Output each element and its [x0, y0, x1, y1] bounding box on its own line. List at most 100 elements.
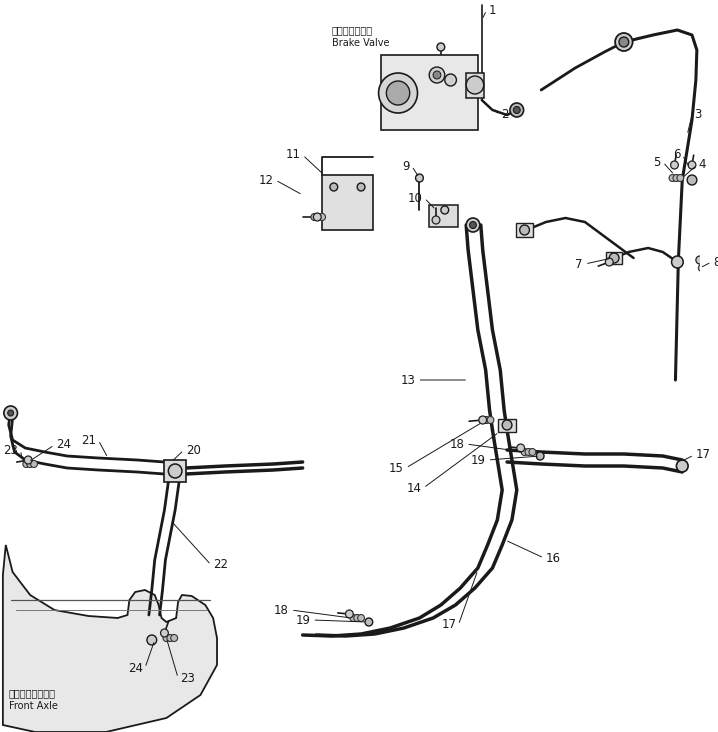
Circle shape: [357, 183, 365, 191]
Text: 22: 22: [213, 559, 228, 572]
Circle shape: [441, 206, 449, 214]
Text: 23: 23: [180, 671, 195, 684]
Text: 16: 16: [546, 551, 561, 564]
Circle shape: [529, 449, 536, 455]
Circle shape: [525, 449, 532, 455]
Circle shape: [161, 629, 168, 637]
Circle shape: [513, 106, 521, 113]
Circle shape: [517, 444, 525, 452]
Circle shape: [345, 610, 353, 618]
Circle shape: [520, 225, 529, 235]
Circle shape: [313, 213, 321, 221]
Text: 24: 24: [128, 662, 143, 674]
Circle shape: [699, 264, 705, 272]
Circle shape: [483, 417, 490, 424]
Text: 7: 7: [575, 258, 583, 271]
Circle shape: [677, 174, 684, 182]
Circle shape: [358, 614, 365, 621]
Text: 15: 15: [389, 461, 404, 474]
Bar: [466, 73, 484, 98]
Circle shape: [4, 406, 17, 420]
Circle shape: [350, 614, 357, 621]
Text: 1: 1: [488, 4, 496, 17]
Circle shape: [671, 256, 684, 268]
Text: 13: 13: [401, 373, 416, 386]
Circle shape: [31, 460, 37, 468]
Circle shape: [605, 258, 613, 266]
Circle shape: [696, 256, 704, 264]
Text: 18: 18: [449, 438, 465, 450]
Bar: [164, 460, 186, 482]
Circle shape: [432, 216, 440, 224]
Text: フロントアクスル
Front Axle: フロントアクスル Front Axle: [9, 688, 57, 712]
Bar: [606, 252, 622, 264]
Text: 3: 3: [694, 108, 701, 122]
Circle shape: [354, 614, 360, 621]
Circle shape: [386, 81, 410, 105]
Circle shape: [437, 43, 444, 51]
Circle shape: [480, 417, 486, 424]
Circle shape: [311, 214, 318, 220]
Circle shape: [466, 76, 484, 94]
Text: 24: 24: [57, 438, 71, 452]
Text: 23: 23: [4, 444, 19, 457]
Circle shape: [673, 174, 680, 182]
Circle shape: [466, 218, 480, 232]
Circle shape: [168, 464, 182, 478]
Circle shape: [487, 417, 494, 424]
Bar: [429, 205, 458, 227]
Text: 21: 21: [81, 433, 96, 447]
Circle shape: [319, 214, 325, 220]
Circle shape: [24, 456, 32, 464]
Text: 17: 17: [696, 449, 711, 461]
Circle shape: [688, 161, 696, 169]
Text: 5: 5: [653, 155, 661, 168]
Circle shape: [619, 37, 629, 47]
Circle shape: [8, 410, 14, 416]
Circle shape: [687, 175, 697, 185]
Circle shape: [314, 214, 322, 220]
Circle shape: [378, 73, 417, 113]
Text: 2: 2: [501, 108, 509, 122]
Circle shape: [330, 183, 337, 191]
Text: 19: 19: [470, 454, 485, 466]
Text: 14: 14: [406, 482, 421, 495]
Circle shape: [536, 452, 544, 460]
Circle shape: [610, 253, 619, 263]
Text: 9: 9: [402, 160, 410, 173]
Circle shape: [479, 416, 487, 424]
Polygon shape: [3, 545, 217, 732]
Circle shape: [470, 222, 477, 228]
Circle shape: [27, 460, 34, 468]
Circle shape: [502, 420, 512, 430]
Text: 12: 12: [258, 173, 274, 187]
Bar: [516, 223, 533, 237]
Circle shape: [444, 74, 457, 86]
Circle shape: [669, 174, 676, 182]
Text: 18: 18: [274, 603, 289, 616]
Bar: [498, 419, 516, 431]
Circle shape: [416, 174, 424, 182]
Text: 19: 19: [295, 613, 310, 627]
Circle shape: [167, 635, 174, 641]
Bar: [322, 175, 373, 230]
Text: 8: 8: [714, 255, 718, 269]
Circle shape: [429, 67, 444, 83]
Circle shape: [510, 103, 523, 117]
Text: 10: 10: [408, 192, 422, 204]
Text: 20: 20: [186, 444, 201, 457]
Circle shape: [23, 460, 29, 468]
Text: 4: 4: [699, 159, 707, 171]
Circle shape: [702, 264, 709, 272]
Circle shape: [171, 635, 177, 641]
Text: 6: 6: [673, 149, 681, 162]
Circle shape: [615, 33, 633, 51]
Text: フレーキバルブ
Brake Valve: フレーキバルブ Brake Valve: [332, 25, 389, 48]
Circle shape: [365, 618, 373, 626]
Text: 17: 17: [442, 619, 457, 632]
Text: 11: 11: [286, 149, 301, 162]
Circle shape: [671, 161, 679, 169]
Circle shape: [433, 71, 441, 79]
Circle shape: [676, 460, 688, 472]
Circle shape: [147, 635, 157, 645]
